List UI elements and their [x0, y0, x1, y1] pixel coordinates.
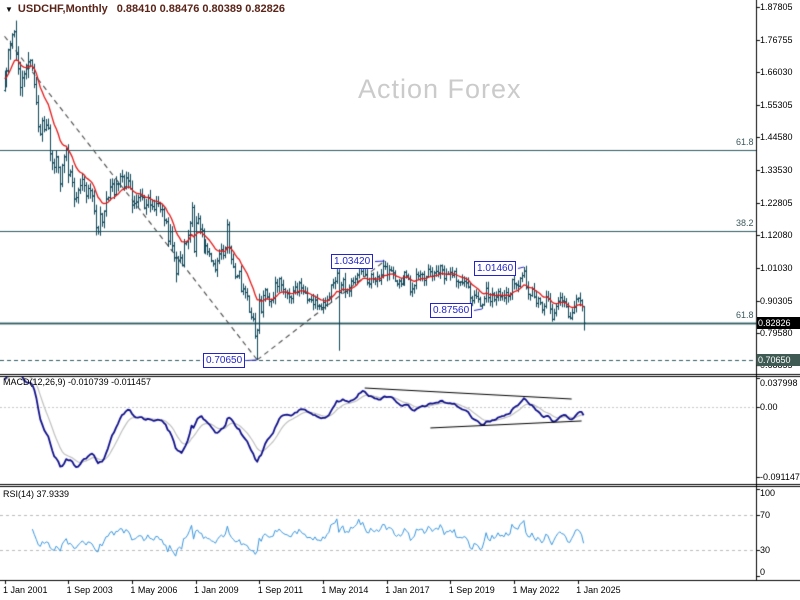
price-axis-label: 1.33530 — [760, 165, 793, 176]
time-axis-label: 1 Jan 2009 — [194, 585, 239, 595]
rsi-axis-label: 0 — [760, 567, 766, 577]
price-axis-label: 1.87805 — [760, 1, 793, 12]
price-axis-label: 1.55305 — [760, 99, 793, 110]
macd-axis-label: 0.00 — [760, 402, 778, 412]
price-axis-label: 1.44580 — [760, 132, 793, 143]
price-axis-label: 1.66030 — [760, 67, 793, 78]
time-axis-label: 1 May 2014 — [321, 585, 369, 595]
time-axis-label: 1 Jan 2025 — [576, 585, 621, 595]
price-callout-0.70650[interactable]: 0.70650 — [203, 353, 246, 368]
price-axis-label: 1.22805 — [760, 197, 793, 208]
fib-level-label-38.2: 38.2 — [736, 217, 754, 228]
time-axis-label: 1 May 2006 — [130, 585, 178, 595]
time-axis-label: 1 Sep 2003 — [66, 585, 113, 595]
time-axis-label: 1 Jan 2017 — [385, 585, 430, 595]
rsi-axis-label: 70 — [760, 510, 771, 520]
price-callout-0.87560[interactable]: 0.87560 — [430, 303, 473, 318]
time-axis-label: 1 Sep 2011 — [257, 585, 304, 595]
rsi-value: 37.9339 — [36, 489, 70, 499]
macd-values: -0.010739 -0.011457 — [68, 377, 151, 387]
fib-level-label-61.8-upper: 61.8 — [736, 137, 754, 148]
price-callout-1.01460[interactable]: 1.01460 — [474, 261, 517, 276]
macd-axis-label: 0.037998 — [760, 377, 798, 388]
price-callout-1.03420[interactable]: 1.03420 — [331, 254, 374, 269]
symbol-period-label: USDCHF,Monthly — [17, 3, 108, 15]
price-axis-label: 0.79580 — [760, 327, 793, 338]
symbol-dropdown-icon[interactable]: ▼ — [5, 5, 13, 14]
current-price-badge: 0.82826 — [757, 317, 800, 330]
ohlc-values: 0.88410 0.88476 0.80389 0.82826 — [116, 3, 285, 15]
price-axis-label: 0.90305 — [760, 295, 793, 306]
rsi-indicator-label: RSI(14) 37.9339 — [3, 489, 69, 499]
rsi-axis-label: 100 — [760, 488, 776, 498]
fib-level-label-61.8-lower: 61.8 — [736, 310, 754, 321]
macd-axis-label: -0.091147 — [760, 472, 800, 482]
price-axis-label: 1.01030 — [760, 263, 793, 274]
time-axis-label: 1 Sep 2019 — [448, 585, 495, 595]
price-axis-label: 1.76755 — [760, 35, 793, 46]
price-axis-label: 1.12080 — [760, 230, 793, 240]
macd-name: MACD(12,26,9) — [3, 377, 66, 387]
rsi-axis-label: 30 — [760, 545, 771, 555]
rsi-name: RSI(14) — [3, 489, 35, 499]
chart-title: ▼ USDCHF,Monthly 0.88410 0.88476 0.80389 0… — [5, 3, 285, 15]
level-price-badge: 0.70650 — [757, 353, 800, 366]
time-axis-label: 1 Jan 2001 — [3, 585, 48, 595]
time-axis-label: 1 May 2022 — [512, 585, 560, 595]
macd-indicator-label: MACD(12,26,9) -0.010739 -0.011457 — [3, 377, 151, 387]
